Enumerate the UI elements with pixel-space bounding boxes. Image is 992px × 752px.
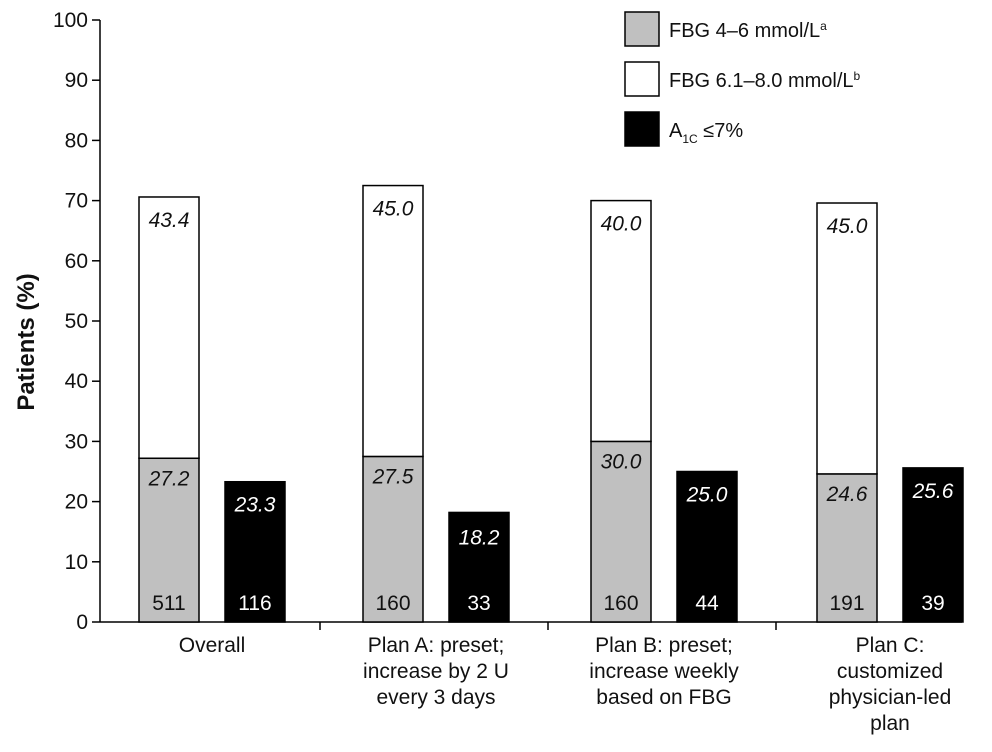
y-tick-label: 50 — [65, 310, 88, 333]
data-label-a1c: 23.3 — [234, 494, 276, 517]
category-labels: Overall Plan A: preset; increase by 2 U eve… — [179, 634, 952, 735]
legend-label: A1C ≤7% — [669, 120, 743, 146]
count-label-a1c: 39 — [921, 592, 944, 615]
legend-label-sub: 1C — [682, 132, 698, 146]
legend-swatch — [624, 111, 660, 147]
count-label-a1c: 116 — [238, 592, 271, 615]
data-label-fbg-6-8: 40.0 — [601, 213, 642, 236]
bar-fbg-6-8 — [138, 196, 200, 460]
bar-a1c — [224, 480, 286, 623]
legend-label-main: FBG 6.1–8.0 mmol/L — [669, 70, 854, 92]
y-tick-label: 20 — [65, 491, 88, 514]
category-label: Plan A: preset; increase by 2 U every 3 da… — [363, 634, 509, 709]
legend-swatch — [624, 61, 660, 97]
category-label-line: increase by 2 U — [363, 660, 509, 683]
data-labels: 27.2 43.4 23.3 511 116 27.5 45.0 18.2 160 33 30.0 4… — [148, 198, 954, 615]
category-label-line: Plan C: — [856, 634, 925, 657]
data-label-a1c: 25.6 — [912, 480, 954, 503]
category-label-line: Plan A: preset; — [368, 634, 505, 657]
legend-label-main: A — [669, 120, 683, 142]
category-label-line: based on FBG — [596, 686, 731, 709]
category-label-line: Overall — [179, 634, 246, 657]
legend-label-rest: ≤7% — [698, 120, 744, 142]
count-label-a1c: 44 — [695, 592, 719, 615]
data-label-fbg-6-8: 45.0 — [373, 198, 414, 221]
data-label-fbg-4-6: 27.5 — [372, 465, 414, 488]
bar-fbg-6-8 — [590, 199, 652, 443]
data-label-fbg-6-8: 43.4 — [149, 209, 190, 232]
y-tick-label: 70 — [65, 190, 88, 213]
category-label-line: increase weekly — [589, 660, 739, 683]
legend-label-sup: b — [854, 69, 861, 83]
bar-a1c — [676, 470, 738, 623]
y-tick-label: 100 — [53, 9, 88, 32]
count-label-fbg: 160 — [603, 592, 638, 615]
legend-label-sup: a — [820, 19, 827, 33]
legend-label-main: FBG 4–6 mmol/L — [669, 20, 820, 42]
count-label-fbg: 191 — [829, 592, 864, 615]
legend-label: FBG 6.1–8.0 mmol/Lb — [669, 69, 861, 92]
y-tick-label: 90 — [65, 69, 88, 92]
y-tick-label: 80 — [65, 129, 88, 152]
y-tick-label: 10 — [65, 551, 88, 574]
data-label-a1c: 25.0 — [686, 484, 728, 507]
category-label: Plan B: preset; increase weekly based on F… — [589, 634, 739, 709]
y-tick-label: 30 — [65, 430, 88, 453]
data-label-a1c: 18.2 — [459, 526, 500, 549]
bar-fbg-6-8 — [362, 184, 424, 458]
bar-a1c — [902, 467, 964, 623]
bar-fbg-4-6 — [138, 457, 200, 623]
count-label-fbg: 160 — [375, 592, 410, 615]
data-label-fbg-4-6: 27.2 — [148, 467, 190, 490]
category-label-line: every 3 days — [376, 686, 495, 709]
count-label-fbg: 511 — [152, 592, 185, 615]
category-label: Plan C: customized physician-led plan — [829, 634, 952, 735]
bar-a1c — [448, 511, 510, 623]
legend-label: FBG 4–6 mmol/La — [669, 19, 827, 42]
bar-fbg-4-6 — [590, 440, 652, 623]
bar-fbg-4-6 — [816, 473, 878, 623]
category-label-line: Plan B: preset; — [595, 634, 733, 657]
legend-swatch — [624, 11, 660, 47]
data-label-fbg-4-6: 24.6 — [826, 483, 868, 506]
category-label-line: physician-led — [829, 686, 952, 709]
y-tick-label: 40 — [65, 370, 88, 393]
data-label-fbg-4-6: 30.0 — [601, 450, 642, 473]
legend: FBG 4–6 mmol/La FBG 6.1–8.0 mmol/Lb A1C ≤7… — [624, 11, 861, 147]
category-label: Overall — [179, 634, 246, 657]
category-label-line: customized — [837, 660, 943, 683]
bar-fbg-4-6 — [362, 455, 424, 623]
bar-fbg-6-8 — [816, 202, 878, 475]
axes: 0 10 20 30 40 50 60 70 80 90 100 — [53, 9, 962, 634]
y-tick-label: 0 — [76, 611, 88, 634]
category-label-line: plan — [870, 712, 910, 735]
data-label-fbg-6-8: 45.0 — [827, 215, 868, 238]
count-label-a1c: 33 — [467, 592, 490, 615]
bars — [138, 184, 964, 623]
y-axis-label: Patients (%) — [13, 273, 40, 410]
y-tick-label: 60 — [65, 250, 88, 273]
